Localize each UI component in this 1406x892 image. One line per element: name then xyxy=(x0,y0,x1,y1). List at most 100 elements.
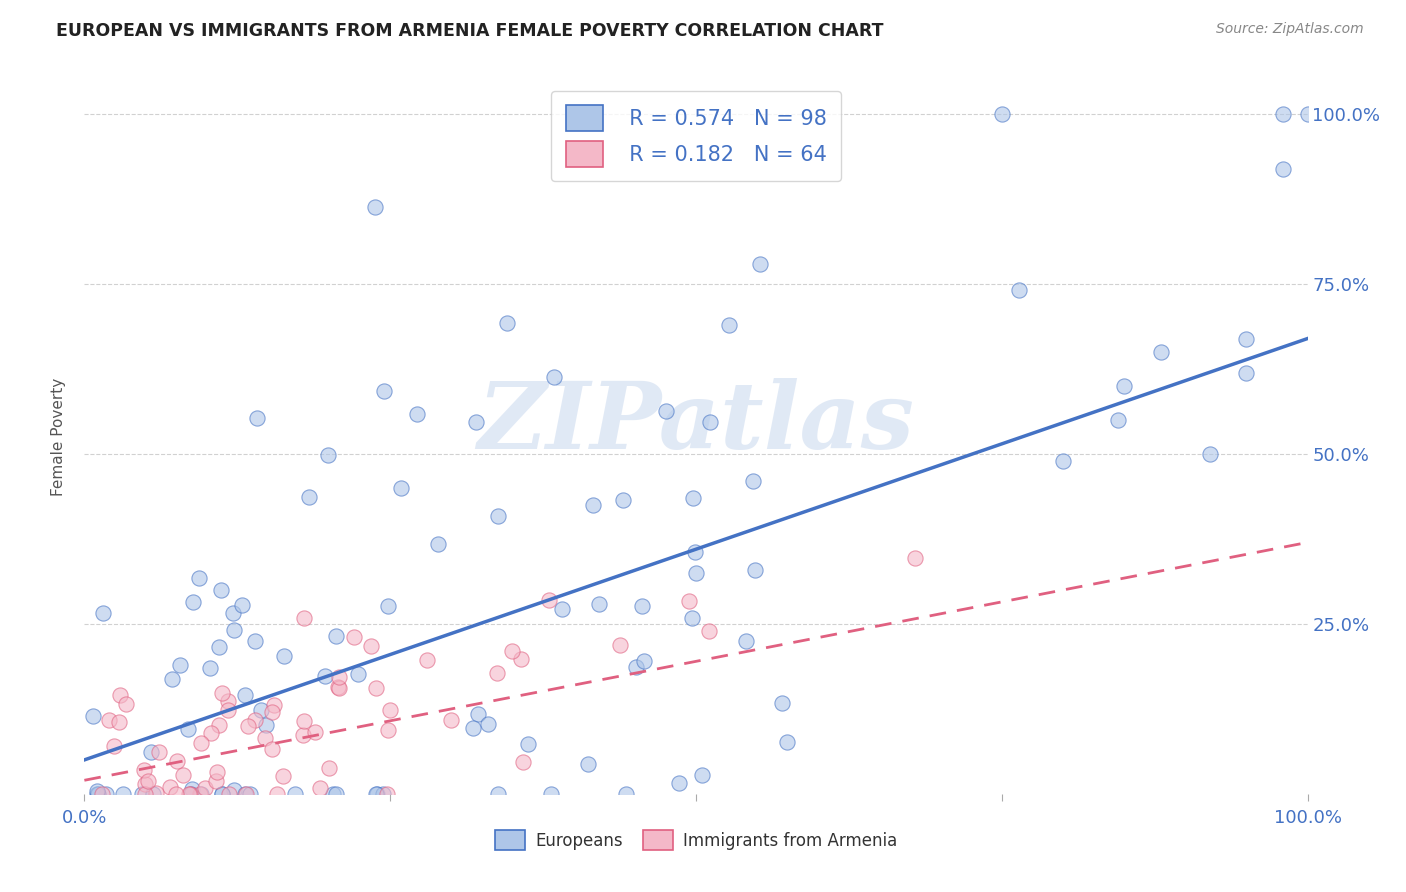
Point xyxy=(217,703,239,717)
Point xyxy=(217,694,239,708)
Point xyxy=(904,550,927,565)
Point xyxy=(159,780,181,795)
Point xyxy=(325,787,347,801)
Point xyxy=(111,787,134,801)
Point xyxy=(364,681,387,696)
Point xyxy=(377,723,399,737)
Point xyxy=(683,544,706,558)
Point xyxy=(233,787,256,801)
Point xyxy=(235,787,257,801)
Point xyxy=(148,745,170,759)
Point xyxy=(103,739,125,753)
Text: EUROPEAN VS IMMIGRANTS FROM ARMENIA FEMALE POVERTY CORRELATION CHART: EUROPEAN VS IMMIGRANTS FROM ARMENIA FEMA… xyxy=(56,22,884,40)
Point xyxy=(273,648,295,663)
Point xyxy=(115,698,138,712)
Point xyxy=(1052,454,1074,468)
Point xyxy=(181,595,204,609)
Point xyxy=(775,735,797,749)
Point xyxy=(377,599,399,614)
Point xyxy=(91,607,114,621)
Point xyxy=(190,736,212,750)
Point xyxy=(211,686,233,700)
Point xyxy=(187,570,209,584)
Point xyxy=(243,713,266,727)
Point xyxy=(172,768,194,782)
Point xyxy=(366,787,388,801)
Point xyxy=(94,787,117,801)
Point xyxy=(86,787,108,801)
Point xyxy=(82,709,104,723)
Point xyxy=(233,688,256,702)
Point xyxy=(609,638,631,652)
Point xyxy=(208,718,231,732)
Point xyxy=(110,688,132,702)
Point xyxy=(486,509,509,524)
Point xyxy=(134,777,156,791)
Point xyxy=(205,765,228,780)
Point xyxy=(540,787,562,801)
Point xyxy=(98,713,121,727)
Point xyxy=(132,763,155,777)
Point xyxy=(292,714,315,729)
Point xyxy=(1150,345,1173,359)
Point xyxy=(582,499,605,513)
Point xyxy=(406,407,429,421)
Point xyxy=(250,703,273,717)
Point xyxy=(366,787,388,801)
Point xyxy=(284,787,307,801)
Point xyxy=(179,787,201,801)
Point xyxy=(551,602,574,616)
Point xyxy=(134,787,156,801)
Point xyxy=(991,107,1014,121)
Point xyxy=(262,742,284,756)
Point xyxy=(416,653,439,667)
Point xyxy=(699,415,721,429)
Point xyxy=(142,787,165,801)
Point xyxy=(440,713,463,727)
Point xyxy=(1008,284,1031,298)
Point xyxy=(380,703,402,717)
Point xyxy=(90,787,112,801)
Point xyxy=(266,787,288,801)
Point xyxy=(1114,379,1136,393)
Point xyxy=(347,667,370,681)
Point xyxy=(181,782,204,797)
Point xyxy=(108,714,131,729)
Point xyxy=(486,787,509,801)
Point xyxy=(373,787,395,801)
Point xyxy=(502,644,524,658)
Text: ZIPatlas: ZIPatlas xyxy=(478,378,914,467)
Point xyxy=(298,490,321,504)
Point xyxy=(180,787,202,801)
Point xyxy=(211,787,233,801)
Point xyxy=(1272,161,1295,176)
Point xyxy=(325,629,347,643)
Point xyxy=(343,630,366,644)
Y-axis label: Female Poverty: Female Poverty xyxy=(51,378,66,496)
Point xyxy=(224,624,246,638)
Point xyxy=(308,781,330,796)
Point xyxy=(633,654,655,668)
Point xyxy=(464,415,486,429)
Point xyxy=(576,757,599,772)
Point xyxy=(160,672,183,686)
Point xyxy=(770,696,793,710)
Point xyxy=(717,318,740,332)
Point xyxy=(588,597,610,611)
Point xyxy=(1198,447,1220,461)
Point xyxy=(682,491,704,505)
Point xyxy=(678,594,700,608)
Point xyxy=(204,773,226,788)
Point xyxy=(239,787,262,801)
Point xyxy=(373,384,395,398)
Point xyxy=(364,200,387,214)
Point xyxy=(360,639,382,653)
Point xyxy=(208,640,231,654)
Point xyxy=(744,563,766,577)
Point xyxy=(292,611,315,625)
Point xyxy=(486,665,509,680)
Point xyxy=(188,787,211,801)
Point xyxy=(291,728,314,742)
Point xyxy=(254,731,277,746)
Point xyxy=(1107,413,1129,427)
